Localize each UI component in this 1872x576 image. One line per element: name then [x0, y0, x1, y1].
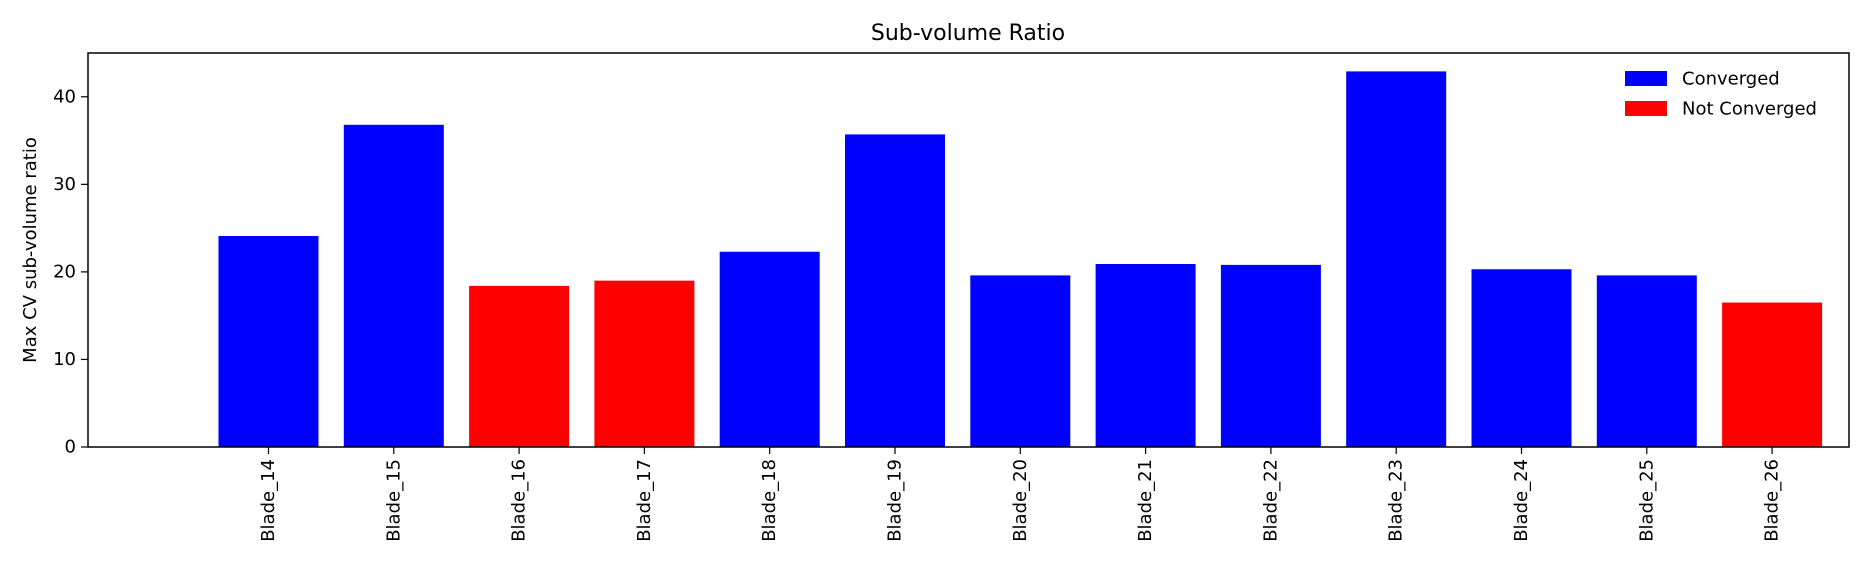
y-tick-label: 0 — [65, 437, 76, 458]
legend-label: Not Converged — [1682, 99, 1817, 120]
bar-blade-15 — [343, 124, 444, 447]
bar-blade-21 — [1095, 264, 1196, 447]
x-tick-label: Blade_25 — [1636, 459, 1657, 542]
bar-blade-23 — [1346, 71, 1447, 448]
chart-title: Sub-volume Ratio — [871, 21, 1065, 46]
y-tick-label: 20 — [53, 261, 76, 282]
legend-swatch-not-converged — [1625, 101, 1667, 116]
bar-blade-20 — [970, 275, 1071, 447]
bar-blade-14 — [218, 235, 319, 447]
x-tick-label: Blade_19 — [885, 459, 906, 542]
x-tick-label: Blade_15 — [383, 459, 404, 542]
bar-blade-19 — [845, 134, 945, 447]
bar-blade-24 — [1471, 269, 1572, 447]
y-axis-ticks: 0 10 20 30 40 — [53, 86, 88, 458]
x-tick-label: Blade_22 — [1260, 459, 1281, 542]
x-tick-label: Blade_14 — [258, 459, 279, 542]
x-tick-label: Blade_18 — [759, 459, 780, 542]
x-tick-label: Blade_16 — [509, 459, 530, 542]
legend-swatch-converged — [1625, 71, 1667, 86]
plot-frame — [87, 52, 1850, 448]
y-axis-label: Max CV sub-volume ratio — [20, 137, 41, 363]
x-tick-label: Blade_26 — [1762, 459, 1783, 542]
x-tick-label: Blade_24 — [1511, 459, 1532, 542]
legend-label: Converged — [1682, 69, 1780, 90]
y-tick-label: 30 — [53, 174, 76, 195]
y-tick-label: 10 — [53, 349, 76, 370]
x-tick-label: Blade_20 — [1010, 459, 1031, 542]
x-tick-label: Blade_21 — [1135, 459, 1156, 542]
bar-blade-16 — [469, 285, 570, 447]
bar-blade-26 — [1722, 302, 1823, 447]
x-axis-ticks: Blade_14 Blade_15 Blade_16 Blade_17 Blade_18… — [258, 447, 1783, 542]
bars-group — [218, 71, 1823, 448]
bar-blade-17 — [594, 280, 695, 447]
bar-blade-22 — [1220, 264, 1321, 447]
bar-blade-25 — [1596, 275, 1697, 447]
bar-blade-18 — [719, 251, 820, 447]
x-tick-label: Blade_23 — [1386, 459, 1407, 542]
y-tick-label: 40 — [53, 86, 76, 107]
x-tick-label: Blade_17 — [634, 459, 655, 542]
legend: Converged Not Converged — [1625, 69, 1817, 120]
